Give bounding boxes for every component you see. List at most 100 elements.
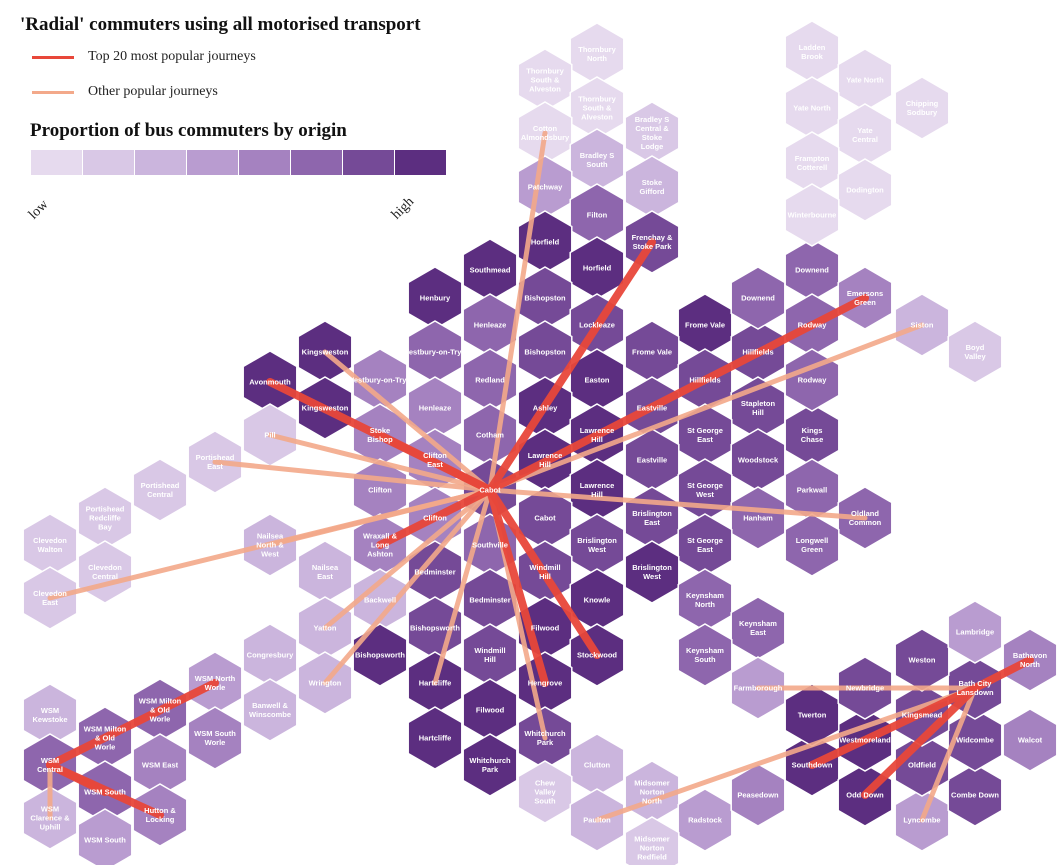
hex-label: Clutton	[584, 761, 611, 770]
hex-clifton	[352, 458, 408, 522]
hex-henleaze	[462, 293, 518, 357]
hex-label: Patchway	[528, 183, 563, 192]
hex-label: Nailsea North & West	[256, 532, 284, 559]
hex-label: Keynsham North	[686, 591, 724, 609]
scale-title: Proportion of bus commuters by origin	[30, 120, 347, 141]
hex-label: Combe Down	[951, 791, 999, 800]
scale-swatch	[343, 150, 395, 175]
hex-label: Ladden Brook	[799, 43, 826, 61]
hex-label: Henleaze	[474, 321, 507, 330]
hex-label: Yate North	[846, 76, 884, 85]
hex-chipping-sodbury	[894, 76, 950, 140]
scale-swatch	[135, 150, 187, 175]
hex-label: Frome Vale	[632, 348, 672, 357]
hex-labels: Thornbury North Thornbury South & Alveston Th…	[30, 43, 1047, 862]
legend-other-journeys: Other popular journeys	[32, 84, 218, 100]
hex-label: Horfield	[531, 238, 560, 247]
hex-label: Bedminster	[414, 568, 455, 577]
hex-boyd-valley	[947, 320, 1003, 384]
hex-stoke-gifford	[624, 155, 680, 219]
hex-label: Brislington East	[632, 509, 672, 527]
hex-henbury	[407, 266, 463, 330]
hex-label: Hillfields	[689, 376, 720, 385]
hex-label: Southville	[472, 541, 508, 550]
legend-top-label: Top 20 most popular journeys	[88, 49, 256, 64]
hex-label: Cotton Almondsbury	[521, 124, 570, 142]
top-journey-line-stockwood	[486, 486, 601, 659]
hex-label: Avonmouth	[249, 378, 291, 387]
hex-westbury-on-trym	[352, 348, 408, 412]
journey-line-kingsweston	[322, 349, 493, 493]
scale-swatch	[291, 150, 343, 175]
hex-portishead-redcliffe-bay	[77, 486, 133, 550]
hex-label: St George East	[687, 536, 723, 554]
hex-bishopsworth	[352, 623, 408, 687]
hex-label: Yate Central	[852, 126, 878, 144]
scale-swatch	[31, 150, 83, 175]
top-journey-line-emersons-green	[486, 294, 869, 494]
hex-label: Bedminster	[469, 596, 510, 605]
color-scale	[31, 150, 447, 175]
hex-label: Ashley	[533, 404, 558, 413]
legend-other-label: Other popular journeys	[88, 84, 218, 99]
hex-label: Frampton Cotterell	[795, 154, 830, 172]
hex-label: Bath City Lansdown	[956, 679, 994, 697]
hex-weston	[894, 628, 950, 692]
hex-label: Thornbury South & Alveston	[526, 67, 564, 94]
top-journey-line-wsm-north-worle	[46, 679, 219, 769]
hex-label: Lawrence Hill	[580, 426, 615, 444]
hex-portishead-central	[132, 458, 188, 522]
hex-label: Peasedown	[737, 791, 779, 800]
hex-label: Bishopsworth	[410, 624, 460, 633]
hex-twerton	[784, 683, 840, 747]
hex-label: Hutton & Locking	[144, 806, 176, 824]
hex-label: Weston	[909, 656, 936, 665]
top-journey-line-hengrove	[486, 486, 549, 687]
hex-label: Filwood	[476, 706, 505, 715]
top-journey-line-stoke-bishop	[376, 431, 494, 494]
hex-label: Knowle	[584, 596, 611, 605]
hex-label: Filwood	[531, 624, 560, 633]
hex-label: Bishopston	[524, 348, 566, 357]
hex-label: Eastville	[637, 404, 667, 413]
hex-label: WSM North Worle	[195, 674, 236, 692]
hex-label: Radstock	[688, 816, 723, 825]
hex-label: Walcot	[1018, 736, 1043, 745]
legend-top-swatch	[32, 55, 74, 59]
journey-line-wrington	[322, 487, 493, 686]
hex-label: Parkwall	[797, 486, 827, 495]
hex-label: Lambridge	[956, 628, 994, 637]
hex-label: Thornbury South & Alveston	[578, 95, 616, 122]
journey-line-portishead-east	[212, 459, 493, 493]
hex-label: Lyncombe	[903, 816, 940, 825]
hex-label: Chew Valley South	[534, 779, 556, 806]
hex-label: Boyd Valley	[964, 343, 986, 361]
scale-swatch	[239, 150, 291, 175]
hex-southmead	[462, 238, 518, 302]
hex-label: Bradley S South	[580, 151, 615, 169]
hex-label: Clifton	[368, 486, 392, 495]
hex-bradley-s-central-stoke-lodge	[624, 101, 680, 165]
hex-label: Paulton	[583, 816, 611, 825]
hex-label: Southdown	[792, 761, 833, 770]
hex-label: Stapleton Hill	[741, 399, 776, 417]
map-title: 'Radial' commuters using all motorised t…	[20, 14, 421, 35]
hex-label: Rodway	[798, 376, 828, 385]
hex-label: Frenchay & Stoke Park	[632, 233, 673, 251]
hex-label: Bishopsworth	[355, 651, 405, 660]
journey-line-hartcliffe	[432, 487, 493, 686]
hex-label: Pill	[264, 431, 275, 440]
journey-line-pill	[267, 432, 493, 493]
hex-label: Kingsweston	[302, 404, 349, 413]
hex-label: Banwell & Winscombe	[249, 701, 291, 719]
hex-label: Yate North	[793, 104, 831, 113]
hex-label: Lawrence Hill	[528, 451, 563, 469]
hex-label: Cabot	[479, 486, 501, 495]
hex-label: Thornbury North	[578, 45, 616, 63]
hex-label: Whitchurch Park	[524, 729, 566, 747]
hex-label: Windmill Hill	[529, 563, 560, 581]
hex-midsomer-norton-redfield	[624, 816, 680, 865]
hex-label: Stockwood	[577, 651, 617, 660]
top-journey-line-bathavon-north	[971, 656, 1034, 692]
hex-label: Westbury-on-Trym	[347, 376, 413, 385]
